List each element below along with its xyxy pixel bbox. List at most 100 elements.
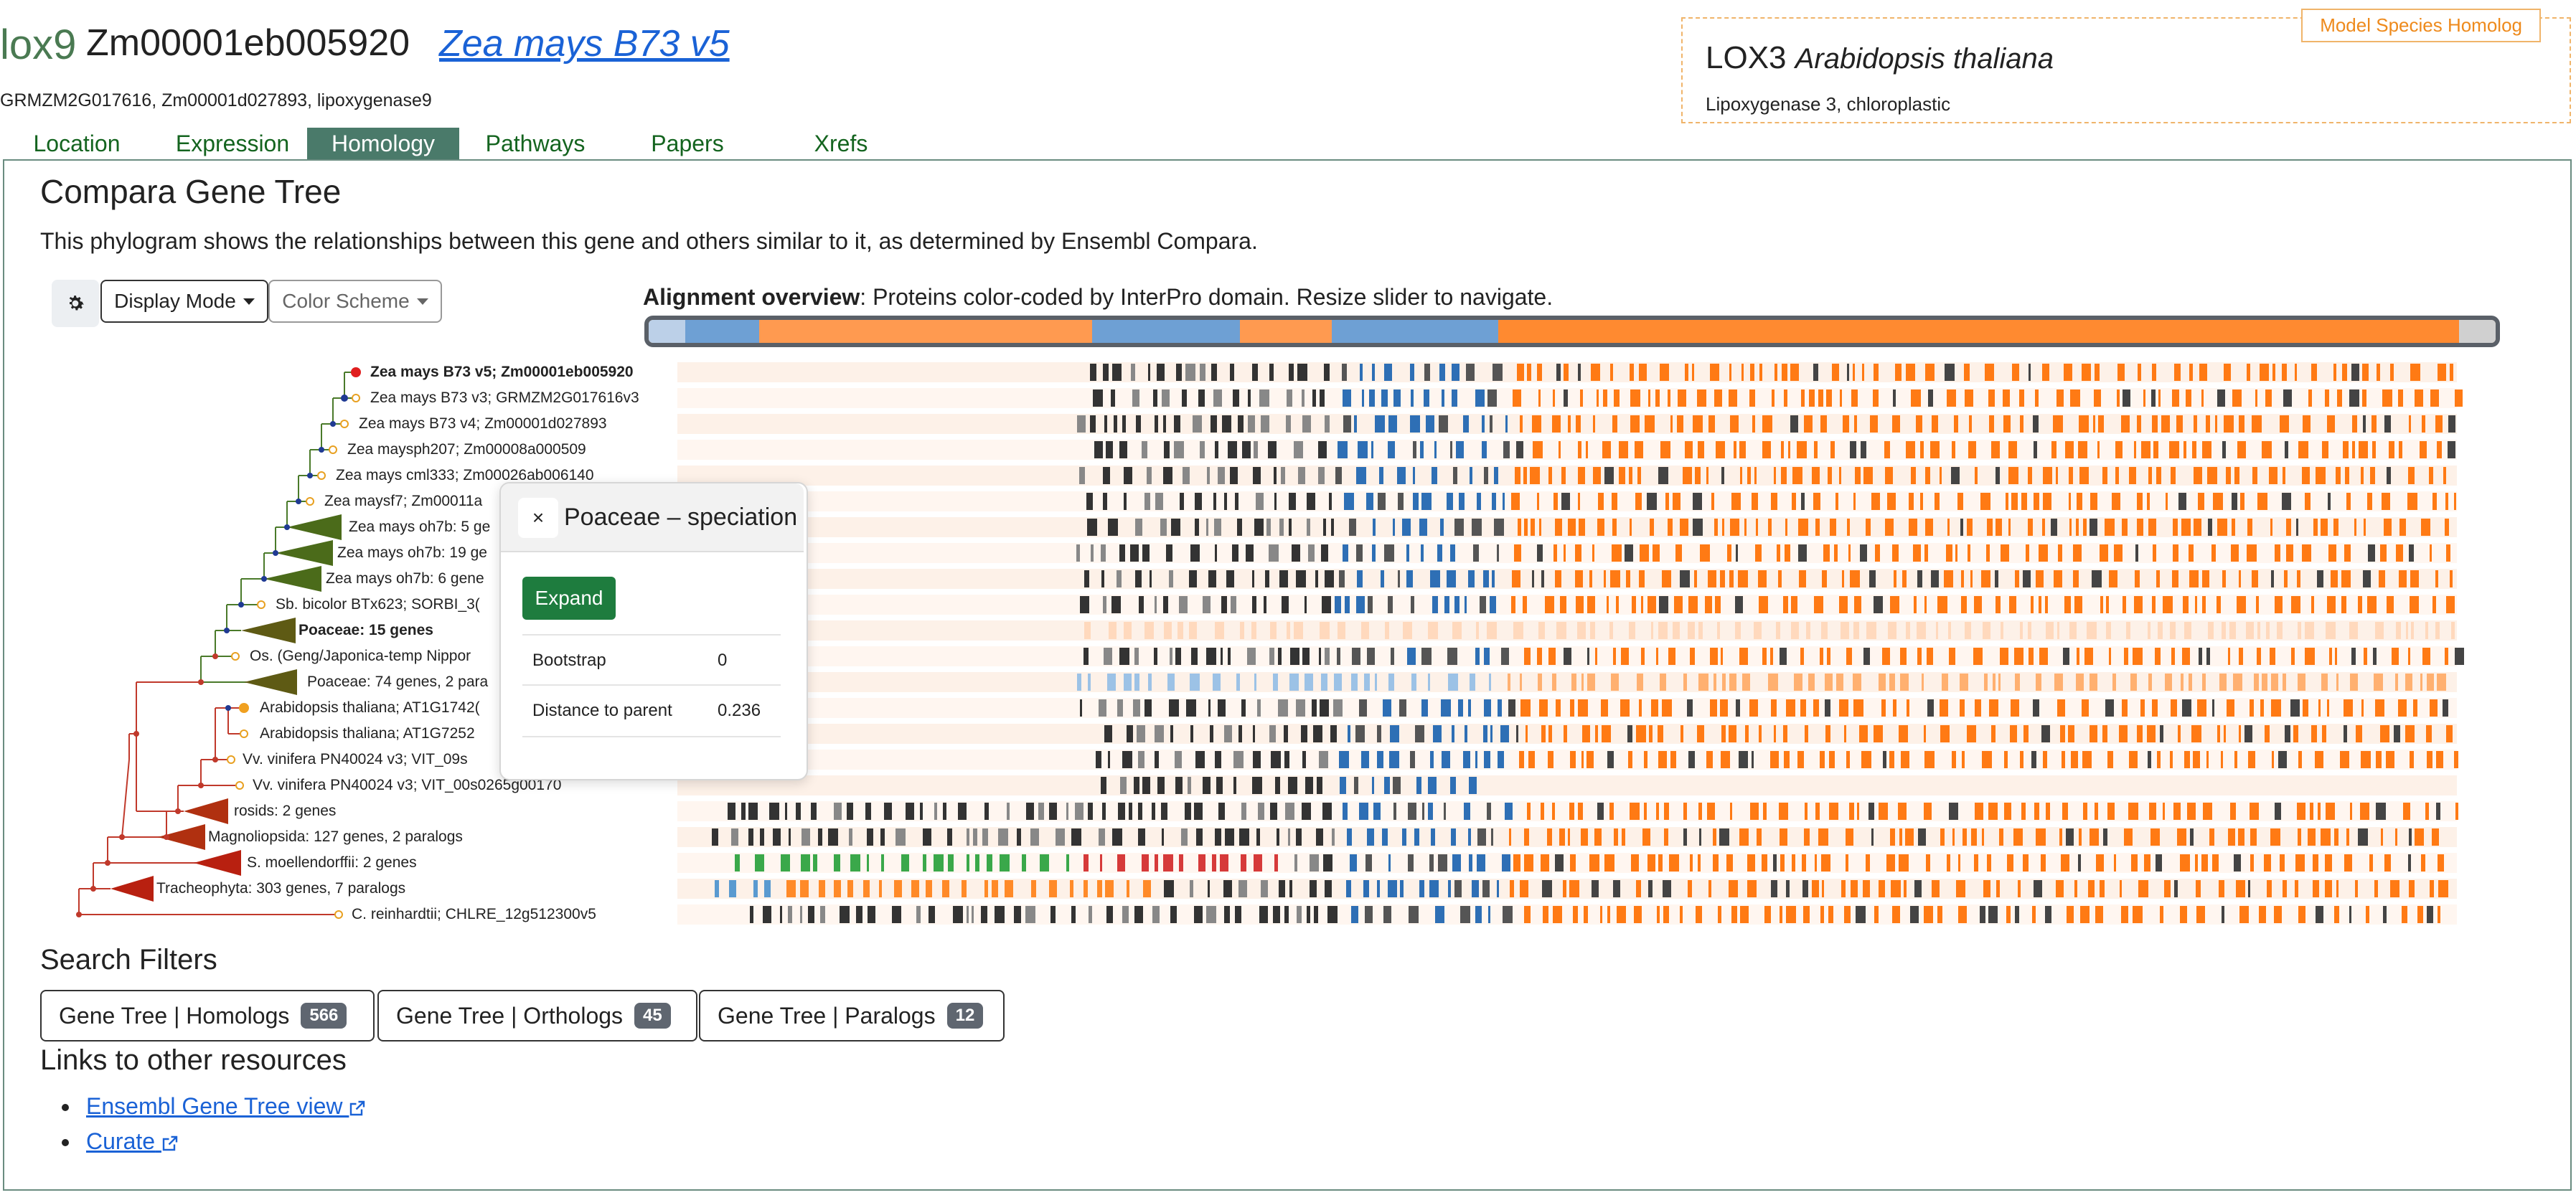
tab-location[interactable]: Location [33, 130, 121, 156]
alignment-segment [942, 880, 949, 897]
alignment-segment [1444, 596, 1449, 613]
tree-leaf-label[interactable]: S. moellendorffii: 2 genes [247, 854, 417, 871]
alignment-segment [2238, 828, 2244, 846]
color-scheme-dropdown[interactable]: Color Scheme [268, 280, 442, 323]
species-link[interactable]: Zea mays B73 v5 [439, 23, 730, 65]
alignment-segment [2362, 389, 2366, 407]
alignment-segment [1077, 415, 1086, 433]
alignment-segment [1885, 467, 1893, 484]
model-species-homolog-box[interactable]: Model Species Homolog LOX3 Arabidopsis t… [1681, 9, 2571, 123]
tree-leaf-label[interactable]: Zea maysf7; Zm00011a [324, 493, 483, 509]
collapsed-clade [244, 669, 297, 695]
alignment-segment [728, 803, 735, 820]
tree-leaf-label[interactable]: Zea mays B73 v5; Zm00001eb005920 [370, 364, 634, 380]
alignment-segment [2148, 674, 2152, 691]
alignment-segment [2196, 906, 2205, 923]
settings-button[interactable] [52, 280, 99, 327]
filter-homologs-button[interactable]: Gene Tree | Homologs 566 [40, 990, 375, 1042]
list-bullet [62, 1104, 69, 1111]
expand-button[interactable]: Expand [522, 577, 616, 620]
alignment-segment [958, 803, 967, 820]
alignment-segment [1452, 854, 1461, 872]
alignment-segment [2120, 880, 2122, 897]
alignment-segment [1195, 493, 1202, 510]
curate-link[interactable]: Curate [86, 1128, 179, 1155]
alignment-segment [2076, 674, 2084, 691]
alignment-segment [2264, 854, 2271, 872]
display-mode-dropdown[interactable]: Display Mode [100, 280, 268, 323]
alignment-segment [2375, 622, 2384, 639]
tree-leaf-label[interactable]: Zea mays oh7b: 19 ge [337, 544, 487, 561]
alignment-segment [2212, 699, 2214, 717]
alignment-segment [2208, 519, 2212, 536]
tree-leaf-label[interactable]: Zea mays oh7b: 6 gene [326, 570, 484, 587]
alignment-segment [2177, 828, 2186, 846]
alignment-segment [1846, 828, 1853, 846]
alignment-segment [2354, 519, 2356, 536]
tree-leaf-label[interactable]: Poaceae: 74 genes, 2 para [307, 674, 489, 690]
alignment-segment [2003, 389, 2010, 407]
tree-leaf-label[interactable]: Zea mays B73 v3; GRMZM2G017616v3 [370, 389, 639, 406]
alignment-segment [1785, 544, 1790, 562]
alignment-segment [2422, 648, 2430, 665]
alignment-segment [1228, 648, 1231, 665]
alignment-segment [1960, 519, 1963, 536]
alignment-segment [2427, 751, 2432, 768]
alignment-segment [1155, 725, 1164, 742]
tree-leaf-label[interactable]: Poaceae: 15 genes [299, 622, 433, 638]
tree-leaf-label[interactable]: rosids: 2 genes [234, 803, 337, 819]
tree-leaf-label[interactable]: Zea mays oh7b: 5 ge [349, 519, 491, 535]
tree-leaf-label[interactable]: Arabidopsis thaliana; AT1G1742( [260, 699, 480, 716]
alignment-segment [1112, 364, 1122, 381]
alignment-segment [1899, 854, 1909, 872]
alignment-segment [1475, 648, 1480, 665]
alignment-segment [2068, 725, 2074, 742]
alignment-segment [1148, 364, 1150, 381]
alignment-segment [1239, 828, 1249, 846]
tree-leaf-label[interactable]: Vv. vinifera PN40024 v3; VIT_09s [243, 751, 468, 767]
alignment-segment [2008, 519, 2011, 536]
tree-leaf-label[interactable]: Zea maysph207; Zm00008a000509 [347, 441, 586, 458]
filter-label: Gene Tree | Homologs [59, 1002, 290, 1029]
alignment-segment [1791, 622, 1799, 639]
tree-leaf-label[interactable]: Os. (Geng/Japonica-temp Nippor [250, 648, 471, 664]
tab-homology[interactable]: Homology [307, 128, 459, 159]
tab-papers[interactable]: Papers [651, 130, 724, 156]
alignment-segment [1215, 828, 1221, 846]
alignment-segment [1754, 467, 1757, 484]
alignment-segment [1388, 854, 1391, 872]
tree-leaf-label[interactable]: Sb. bicolor BTx623; SORBI_3( [276, 596, 480, 613]
alignment-segment [1786, 880, 1790, 897]
tree-leaf-label[interactable]: Zea mays cml333; Zm00026ab006140 [336, 467, 594, 483]
filter-paralogs-button[interactable]: Gene Tree | Paralogs 12 [699, 990, 1005, 1042]
alignment-segment [1982, 828, 1984, 846]
alignment-segment [1584, 906, 1588, 923]
alignment-segment [1940, 828, 1945, 846]
alignment-segment [1296, 828, 1302, 846]
ensembl-gene-tree-link[interactable]: Ensembl Gene Tree view [86, 1093, 366, 1120]
alignment-slider[interactable] [644, 316, 2500, 347]
alignment-segment [2208, 622, 2214, 639]
alignment-segment [1821, 622, 1828, 639]
tree-leaf-label[interactable]: C. reinhardtii; CHLRE_12g512300v5 [352, 906, 596, 922]
alignment-segment [1849, 803, 1854, 820]
filter-orthologs-button[interactable]: Gene Tree | Orthologs 45 [377, 990, 697, 1042]
alignment-segment [1772, 389, 1774, 407]
tree-leaf-label[interactable]: Tracheophyta: 303 genes, 7 paralogs [156, 880, 406, 897]
popover-close-button[interactable]: × [518, 498, 558, 538]
tree-leaf-label[interactable]: Arabidopsis thaliana; AT1G7252 [260, 725, 475, 742]
alignment-segment [2058, 544, 2062, 562]
alignment-segment [1164, 622, 1172, 639]
tab-xrefs[interactable]: Xrefs [814, 130, 868, 156]
alignment-segment [1190, 880, 1193, 897]
tab-expression[interactable]: Expression [175, 130, 290, 156]
alignment-segment [1721, 648, 1723, 665]
alignment-segment [1314, 906, 1318, 923]
tree-leaf-label[interactable]: Vv. vinifera PN40024 v3; VIT_00s0265g001… [253, 777, 562, 793]
tree-leaf-label[interactable]: Zea mays B73 v4; Zm00001d027893 [359, 415, 607, 432]
tree-leaf-label[interactable]: Magnoliopsida: 127 genes, 2 paralogs [208, 828, 463, 845]
alignment-segment [1528, 751, 1535, 768]
alignment-segment [1586, 441, 1588, 458]
alignment-segment [2137, 493, 2143, 510]
tab-pathways[interactable]: Pathways [485, 130, 586, 156]
